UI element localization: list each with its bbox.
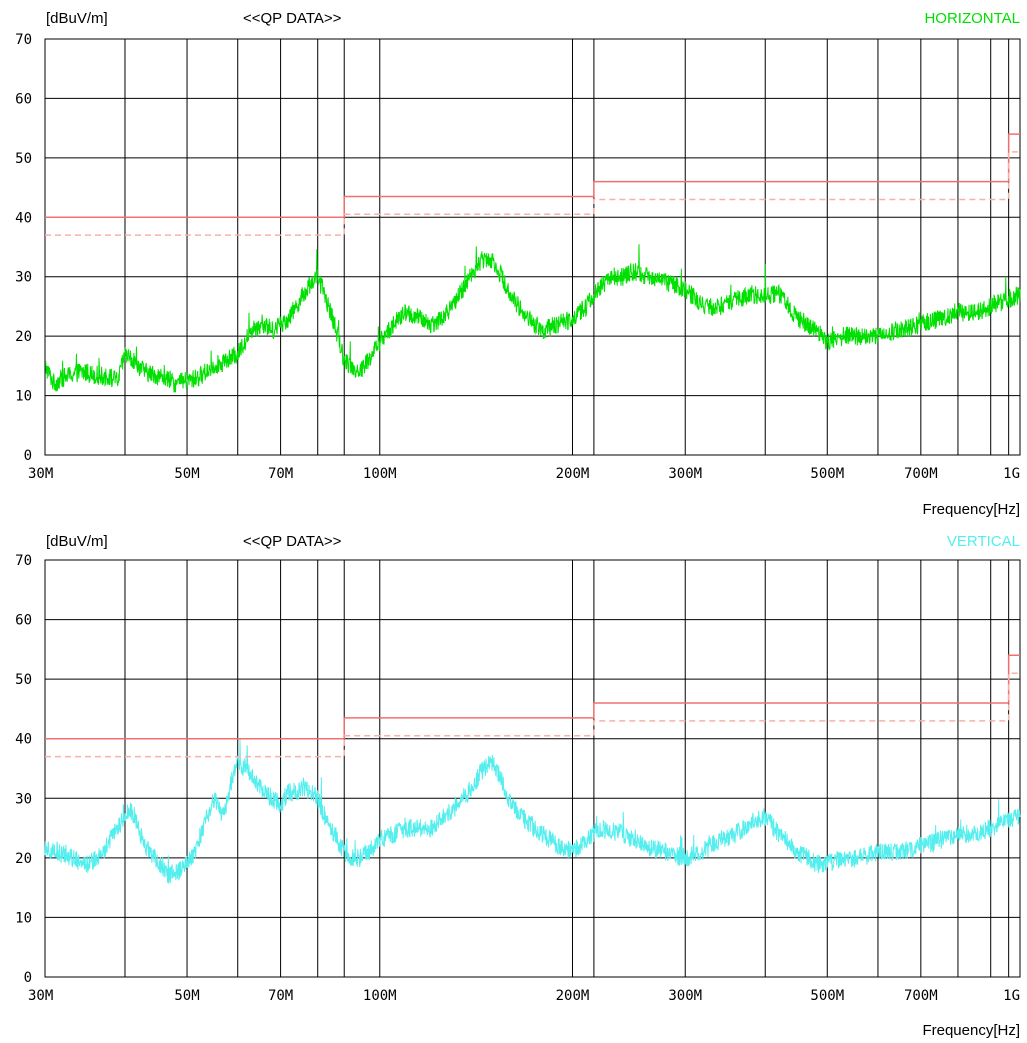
y-tick-label: 50 [15,672,32,688]
x-axis-label: Frequency[Hz] [922,501,1020,518]
x-tick-label: 70M [268,988,293,1004]
polarization-label: VERTICAL [947,533,1020,550]
series-line [44,739,1021,884]
series-line [44,244,1021,393]
horizontal-chart: [dBuV/m] <<QP DATA>> HORIZONTAL Frequenc… [15,10,1021,518]
x-tick-label: 100M [363,988,397,1004]
y-tick-label: 40 [15,210,32,226]
x-tick-label: 100M [363,466,397,482]
y-tick-label: 0 [24,448,32,464]
x-tick-label: 70M [268,466,293,482]
x-tick-label: 30M [28,988,53,1004]
y-tick-label: 70 [15,553,32,569]
margin-limit-line [45,151,1020,236]
x-tick-label: 300M [668,988,702,1004]
y-tick-label: 10 [15,389,32,405]
x-tick-label: 50M [174,988,199,1004]
mode-label: <<QP DATA>> [243,10,342,27]
x-tick-label: 700M [904,466,938,482]
mode-label: <<QP DATA>> [243,533,342,550]
x-tick-label: 500M [810,988,844,1004]
unit-label: [dBuV/m] [46,10,108,27]
y-tick-label: 30 [15,270,32,286]
unit-label: [dBuV/m] [46,533,108,550]
y-tick-label: 40 [15,732,32,748]
y-tick-label: 60 [15,91,32,107]
polarization-label: HORIZONTAL [924,10,1020,27]
x-axis-label: Frequency[Hz] [922,1022,1020,1039]
x-tick-label: 700M [904,988,938,1004]
x-tick-label: 500M [810,466,844,482]
x-tick-label: 300M [668,466,702,482]
x-tick-label: 200M [556,466,590,482]
vertical-chart: [dBuV/m] <<QP DATA>> VERTICAL Frequency[… [15,533,1021,1039]
x-tick-label: 1G [1003,988,1020,1004]
limit-line [45,654,1020,740]
y-tick-label: 0 [24,970,32,986]
plot-frame [44,559,1021,978]
y-tick-label: 20 [15,329,32,345]
plot-frame [44,38,1021,456]
y-tick-label: 70 [15,32,32,48]
y-tick-label: 20 [15,851,32,867]
plot-area: 0 10 20 30 40 50 60 70 30M 50M 70M 100M 200M 300M 500M… [15,32,1021,482]
y-tick-label: 60 [15,613,32,629]
plot-area: 0 10 20 30 40 50 60 70 30M 50M 70M 100M 200M 300M 500M… [15,553,1021,1004]
y-tick-label: 50 [15,151,32,167]
margin-limit-line [45,672,1020,758]
x-tick-label: 1G [1003,466,1020,482]
limit-line [45,133,1020,219]
x-tick-label: 50M [174,466,199,482]
x-tick-label: 200M [556,988,590,1004]
y-tick-label: 10 [15,910,32,926]
y-tick-label: 30 [15,791,32,807]
x-tick-label: 30M [28,466,53,482]
